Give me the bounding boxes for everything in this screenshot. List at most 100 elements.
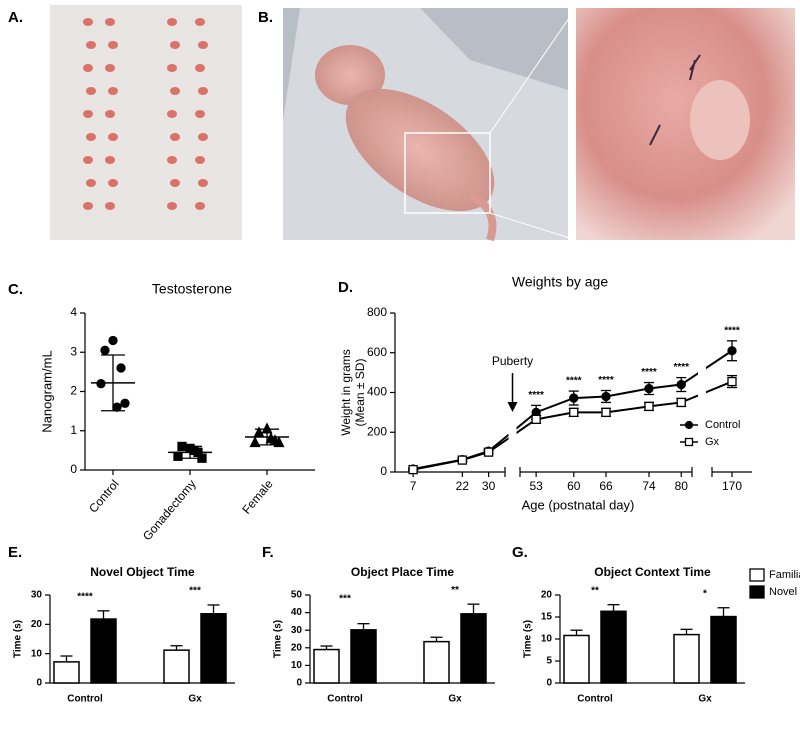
- panel-label: A.: [8, 9, 23, 26]
- x-tick-label: Gx: [698, 694, 712, 705]
- bar: [163, 649, 190, 684]
- photo-detail: [105, 110, 115, 118]
- x-tick-label: Gonadectomy: [140, 477, 199, 543]
- y-tick-label: 10: [291, 660, 303, 671]
- photo-detail: [195, 110, 205, 118]
- y-tick-label: 600: [367, 345, 387, 359]
- point: [684, 437, 694, 447]
- photo-detail: [170, 179, 180, 187]
- photo-detail: [83, 18, 93, 26]
- bar: [600, 610, 627, 684]
- photo-detail: [105, 64, 115, 72]
- photo-detail: [108, 87, 118, 95]
- y-tick-label: 3: [70, 344, 77, 358]
- x-tick-label: 66: [599, 479, 613, 493]
- photo-detail: [83, 202, 93, 210]
- chart-title: Object Context Time: [594, 565, 711, 579]
- y-tick-label: 0: [70, 462, 77, 476]
- y-tick-label: 30: [31, 590, 43, 601]
- y-axis-label: Time (s): [523, 620, 534, 658]
- photo-detail: [105, 156, 115, 164]
- y-tick-label: 5: [546, 656, 552, 667]
- point: [644, 401, 654, 412]
- y-tick-label: 0: [296, 678, 302, 689]
- photo-detail: [170, 41, 180, 49]
- x-tick-label: 60: [567, 479, 581, 493]
- point: [569, 393, 579, 403]
- bar: [313, 648, 340, 684]
- legend-swatch: [749, 568, 765, 582]
- bar: [350, 629, 377, 684]
- x-tick-label: Control: [577, 694, 613, 705]
- point: [727, 346, 737, 356]
- sutures: [649, 54, 701, 146]
- photo-detail: [170, 87, 180, 95]
- photo-b-zoom: [576, 8, 795, 240]
- photo-detail: [108, 133, 118, 141]
- photo-detail: [195, 202, 205, 210]
- x-tick-label: Gx: [448, 694, 462, 705]
- photo-detail: [195, 18, 205, 26]
- panel-label: F.: [262, 544, 274, 561]
- y-tick-label: 0: [36, 678, 42, 689]
- photo-detail: [195, 64, 205, 72]
- y-tick-label: 4: [70, 305, 77, 319]
- legend-label: Familiar: [769, 569, 800, 581]
- panel-label: C.: [8, 281, 23, 298]
- panel-label: E.: [8, 544, 22, 561]
- y-tick-label: 10: [31, 648, 43, 659]
- y-tick-label: 20: [291, 642, 303, 653]
- point: [531, 414, 541, 424]
- y-axis-label: Time (s): [273, 620, 284, 658]
- photo-detail: [86, 179, 96, 187]
- photo-detail: [108, 179, 118, 187]
- significance: **: [591, 585, 599, 596]
- zoom-line: [489, 212, 577, 241]
- photo-detail: [198, 41, 208, 49]
- significance: ***: [189, 586, 201, 597]
- y-tick-label: 20: [31, 619, 43, 630]
- y-tick-label: 800: [367, 305, 387, 319]
- photo-panels: A. B.: [8, 5, 795, 242]
- point: [601, 407, 611, 418]
- point: [408, 464, 418, 475]
- x-tick-label: Control: [86, 477, 122, 516]
- chart-title: Weights by age: [512, 274, 608, 290]
- panel-label: B.: [258, 9, 273, 26]
- significance: ****: [528, 390, 544, 401]
- x-tick-label: Gx: [188, 694, 202, 705]
- bar: [53, 661, 80, 684]
- legend-label: Novel: [769, 586, 797, 598]
- photo-detail: [83, 110, 93, 118]
- chart-title: Novel Object Time: [90, 565, 195, 579]
- y-axis-label: Nanogram/mL: [39, 350, 54, 432]
- photo-detail: [170, 133, 180, 141]
- bar: [460, 613, 487, 684]
- x-tick-label: 22: [456, 479, 470, 493]
- point: [684, 420, 694, 430]
- significance: ****: [77, 591, 93, 602]
- y-tick-label: 50: [291, 590, 303, 601]
- legend-label: Gx: [705, 436, 720, 448]
- photo-detail: [86, 133, 96, 141]
- photo-detail: [105, 18, 115, 26]
- zoom-line: [489, 7, 577, 134]
- bar: [710, 615, 737, 684]
- point: [569, 407, 579, 418]
- significance: ****: [598, 375, 614, 386]
- chart-title: Object Place Time: [351, 565, 454, 579]
- photo-detail: [198, 87, 208, 95]
- point: [173, 451, 183, 461]
- y-tick-label: 30: [291, 625, 303, 636]
- x-tick-label: 80: [675, 479, 689, 493]
- x-tick-label: 170: [722, 479, 742, 493]
- x-tick-label: Control: [327, 694, 363, 705]
- photo-detail: [167, 110, 177, 118]
- photo-detail: [167, 18, 177, 26]
- point: [112, 402, 122, 412]
- significance: ***: [339, 594, 351, 605]
- photo-detail: [195, 156, 205, 164]
- point: [644, 383, 654, 394]
